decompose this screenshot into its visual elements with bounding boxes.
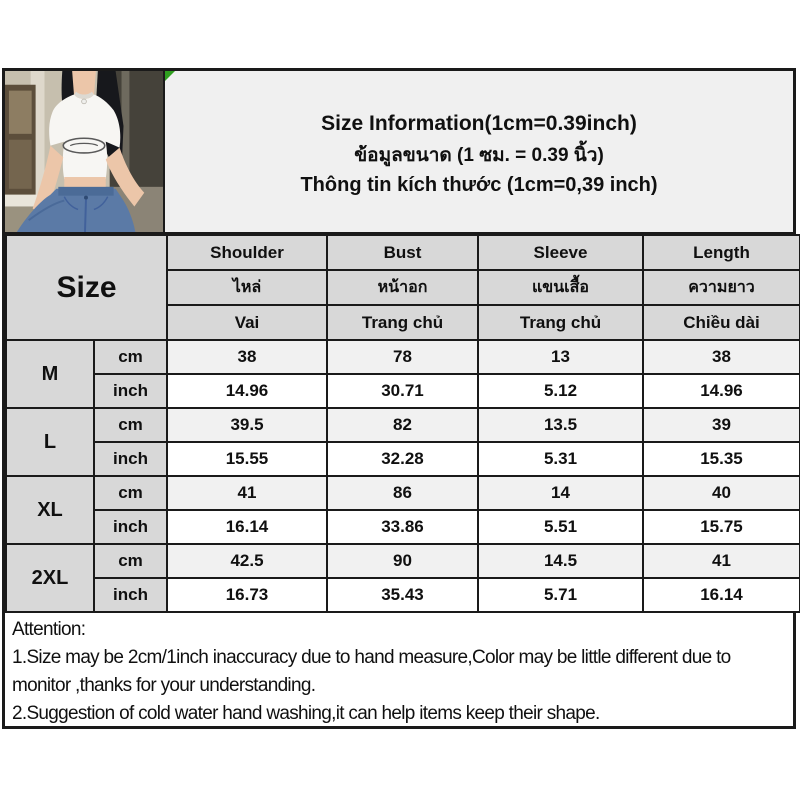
2xl-inch-bust: 35.43 bbox=[326, 577, 479, 613]
unit-label-inch: inch bbox=[93, 373, 168, 409]
l-inch-bust: 32.28 bbox=[326, 441, 479, 477]
green-corner-marker-icon bbox=[165, 71, 175, 81]
m-cm-bust: 78 bbox=[326, 339, 479, 375]
title-vietnamese: Thông tin kích thước (1cm=0,39 inch) bbox=[300, 174, 658, 196]
size-corner-cell: Size bbox=[5, 234, 168, 341]
unit-label-inch: inch bbox=[93, 577, 168, 613]
l-cm-shoulder: 39.5 bbox=[166, 407, 328, 443]
2xl-inch-shoulder: 16.73 bbox=[166, 577, 328, 613]
row-2xl-inch: inch 16.73 35.43 5.71 16.14 bbox=[6, 577, 800, 613]
col-header-shoulder-vi: Vai bbox=[166, 304, 328, 341]
attention-line-1: 1.Size may be 2cm/1inch inaccuracy due t… bbox=[12, 647, 731, 668]
row-l-inch: inch 15.55 32.28 5.31 15.35 bbox=[6, 441, 800, 477]
l-cm-bust: 82 bbox=[326, 407, 479, 443]
2xl-inch-length: 16.14 bbox=[642, 577, 800, 613]
unit-label-inch: inch bbox=[93, 509, 168, 545]
l-inch-shoulder: 15.55 bbox=[166, 441, 328, 477]
title-box: Size Information(1cm=0.39inch) ข้อมูลขนา… bbox=[165, 71, 793, 232]
title-english: Size Information(1cm=0.39inch) bbox=[321, 112, 637, 135]
unit-label-cm: cm bbox=[93, 407, 168, 443]
2xl-inch-sleeve: 5.71 bbox=[477, 577, 644, 613]
xl-inch-shoulder: 16.14 bbox=[166, 509, 328, 545]
col-header-length-en: Length bbox=[642, 234, 800, 271]
xl-inch-sleeve: 5.51 bbox=[477, 509, 644, 545]
attention-line-2: monitor ,thanks for your understanding. bbox=[12, 675, 316, 696]
unit-label-cm: cm bbox=[93, 339, 168, 375]
col-header-sleeve-vi: Trang chủ bbox=[477, 304, 644, 341]
xl-cm-length: 40 bbox=[642, 475, 800, 511]
m-inch-length: 14.96 bbox=[642, 373, 800, 409]
m-cm-length: 38 bbox=[642, 339, 800, 375]
size-label-m: M bbox=[5, 339, 95, 409]
title-thai: ข้อมูลขนาด (1 ซม. = 0.39 นิ้ว) bbox=[354, 145, 604, 166]
m-inch-sleeve: 5.12 bbox=[477, 373, 644, 409]
row-m-inch: inch 14.96 30.71 5.12 14.96 bbox=[6, 373, 800, 409]
xl-cm-bust: 86 bbox=[326, 475, 479, 511]
header-row-english: Size Shoulder Bust Sleeve Length bbox=[5, 234, 800, 341]
m-inch-shoulder: 14.96 bbox=[166, 373, 328, 409]
row-xl-cm: XL cm 41 86 14 40 bbox=[5, 475, 800, 545]
attention-heading: Attention: bbox=[12, 619, 86, 640]
size-label-2xl: 2XL bbox=[5, 543, 95, 613]
col-header-shoulder-th: ไหล่ bbox=[166, 269, 328, 306]
row-l-cm: L cm 39.5 82 13.5 39 bbox=[5, 407, 800, 477]
size-label-xl: XL bbox=[5, 475, 95, 545]
col-header-bust-vi: Trang chủ bbox=[326, 304, 479, 341]
row-m-cm: M cm 38 78 13 38 bbox=[5, 339, 800, 409]
attention-note: Attention: 1.Size may be 2cm/1inch inacc… bbox=[5, 613, 793, 726]
col-header-length-vi: Chiều dài bbox=[642, 304, 800, 341]
size-label-l: L bbox=[5, 407, 95, 477]
col-header-length-th: ความยาว bbox=[642, 269, 800, 306]
header-row-thai: ไหล่ หน้าอก แขนเสื้อ ความยาว bbox=[6, 269, 800, 306]
2xl-cm-shoulder: 42.5 bbox=[166, 543, 328, 579]
col-header-sleeve-th: แขนเสื้อ bbox=[477, 269, 644, 306]
row-xl-inch: inch 16.14 33.86 5.51 15.75 bbox=[6, 509, 800, 545]
size-table: Size Shoulder Bust Sleeve Length ไหล่ หน… bbox=[5, 234, 800, 613]
xl-inch-bust: 33.86 bbox=[326, 509, 479, 545]
2xl-cm-length: 41 bbox=[642, 543, 800, 579]
l-cm-sleeve: 13.5 bbox=[477, 407, 644, 443]
m-cm-shoulder: 38 bbox=[166, 339, 328, 375]
xl-inch-length: 15.75 bbox=[642, 509, 800, 545]
unit-label-inch: inch bbox=[93, 441, 168, 477]
model-photo bbox=[5, 71, 165, 232]
xl-cm-shoulder: 41 bbox=[166, 475, 328, 511]
unit-label-cm: cm bbox=[93, 543, 168, 579]
model-photo-illustration bbox=[5, 71, 163, 232]
2xl-cm-bust: 90 bbox=[326, 543, 479, 579]
2xl-cm-sleeve: 14.5 bbox=[477, 543, 644, 579]
top-band: Size Information(1cm=0.39inch) ข้อมูลขนา… bbox=[5, 71, 793, 234]
row-2xl-cm: 2XL cm 42.5 90 14.5 41 bbox=[5, 543, 800, 613]
col-header-sleeve-en: Sleeve bbox=[477, 234, 644, 271]
content-sheet: Size Information(1cm=0.39inch) ข้อมูลขนา… bbox=[2, 68, 800, 729]
col-header-bust-en: Bust bbox=[326, 234, 479, 271]
l-inch-length: 15.35 bbox=[642, 441, 800, 477]
col-header-shoulder-en: Shoulder bbox=[166, 234, 328, 271]
col-header-bust-th: หน้าอก bbox=[326, 269, 479, 306]
attention-line-3: 2.Suggestion of cold water hand washing,… bbox=[12, 703, 600, 724]
xl-cm-sleeve: 14 bbox=[477, 475, 644, 511]
m-inch-bust: 30.71 bbox=[326, 373, 479, 409]
l-cm-length: 39 bbox=[642, 407, 800, 443]
unit-label-cm: cm bbox=[93, 475, 168, 511]
header-row-vietnamese: Vai Trang chủ Trang chủ Chiều dài bbox=[6, 304, 800, 341]
l-inch-sleeve: 5.31 bbox=[477, 441, 644, 477]
m-cm-sleeve: 13 bbox=[477, 339, 644, 375]
